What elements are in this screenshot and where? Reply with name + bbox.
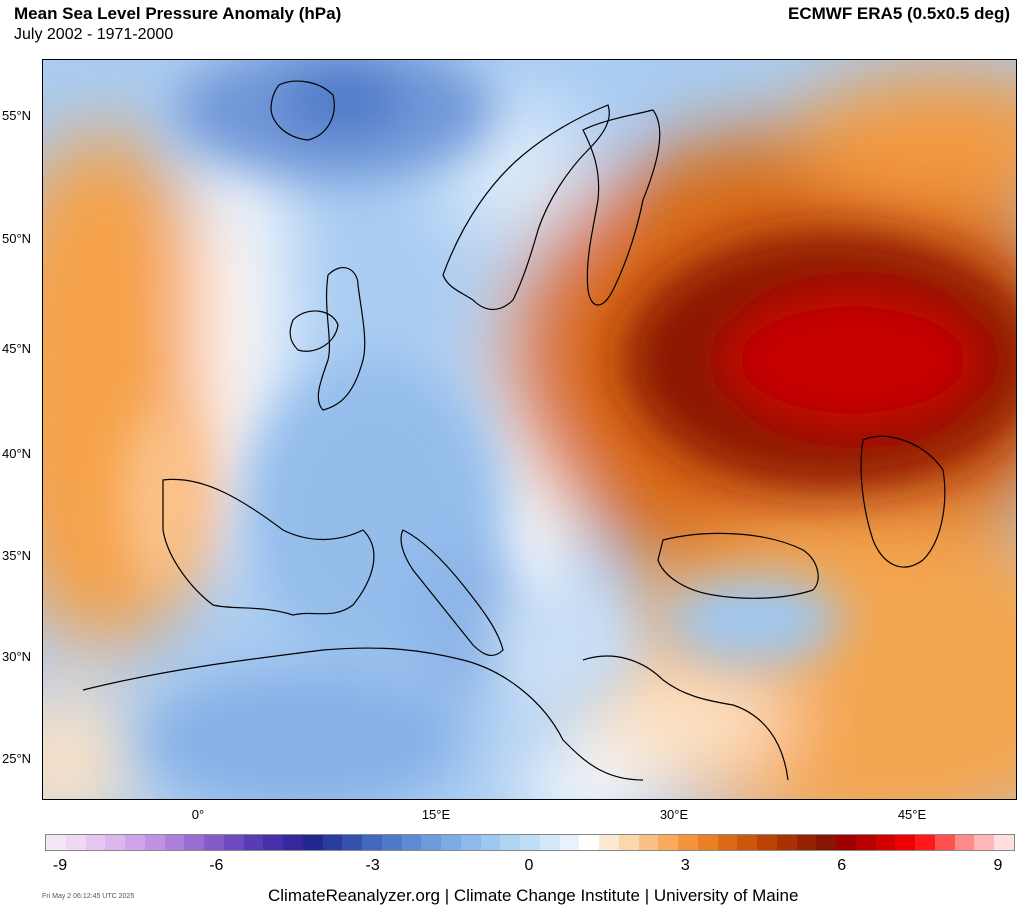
colorbar-swatch bbox=[204, 835, 224, 850]
colorbar-swatch bbox=[638, 835, 659, 850]
colorbar-swatch bbox=[974, 835, 994, 850]
credit-footer: ClimateReanalyzer.org | Climate Change I… bbox=[268, 886, 799, 905]
colorbar-swatch bbox=[579, 835, 599, 850]
colorbar-swatch bbox=[283, 835, 303, 850]
scandinavia-outline bbox=[442, 104, 610, 310]
colorbar-label: 0 bbox=[524, 857, 534, 874]
colorbar-swatch bbox=[421, 835, 441, 850]
lat-label-55: 55°N bbox=[2, 108, 32, 123]
italy-outline bbox=[400, 529, 504, 657]
great-britain-outline bbox=[317, 267, 366, 411]
colorbar-label: 9 bbox=[993, 857, 1003, 874]
coastlines bbox=[82, 80, 946, 781]
lat-label-35: 35°N bbox=[2, 548, 32, 563]
anomaly-field-detail bbox=[123, 60, 1016, 799]
colorbar-swatch bbox=[381, 835, 402, 850]
colorbar-swatch bbox=[618, 835, 639, 850]
colorbar-swatch bbox=[322, 835, 343, 850]
colorbar-swatch bbox=[776, 835, 797, 850]
colorbar-swatch bbox=[65, 835, 86, 850]
colorbar-swatch bbox=[954, 835, 975, 850]
lon-label-0: 0° bbox=[191, 807, 205, 822]
colorbar-swatch bbox=[658, 835, 678, 850]
colorbar-swatch bbox=[480, 835, 501, 850]
black-sea-outline bbox=[657, 532, 819, 599]
colorbar-label: 3 bbox=[680, 857, 690, 874]
lat-label-25: 25°N bbox=[2, 751, 32, 766]
colorbar-swatch bbox=[263, 835, 283, 850]
colorbar-swatch bbox=[302, 835, 323, 850]
iceland-outline bbox=[270, 80, 335, 141]
colorbar-swatch bbox=[855, 835, 876, 850]
lat-label-45: 45°N bbox=[2, 341, 32, 356]
colorbar-swatch bbox=[757, 835, 777, 850]
finland-outline bbox=[582, 109, 661, 306]
colorbar-label: -9 bbox=[52, 857, 68, 874]
colorbar-swatch bbox=[539, 835, 560, 850]
colorbar-swatch bbox=[460, 835, 481, 850]
colorbar-label: -3 bbox=[365, 857, 380, 874]
colorbar-swatch bbox=[164, 835, 185, 850]
eastern-mediterranean-coast bbox=[582, 655, 789, 781]
colorbar-swatch bbox=[184, 835, 204, 850]
colorbar-swatch bbox=[934, 835, 955, 850]
colorbar-swatch bbox=[243, 835, 264, 850]
lon-label-15: 15°E bbox=[421, 807, 451, 822]
colorbar-swatch bbox=[678, 835, 698, 850]
colorbar-swatch bbox=[737, 835, 757, 850]
colorbar-swatch bbox=[520, 835, 540, 850]
colorbar-swatch bbox=[796, 835, 817, 850]
colorbar-label: 6 bbox=[837, 857, 847, 874]
colorbar-swatch bbox=[223, 835, 244, 850]
colorbar-swatch bbox=[816, 835, 836, 850]
iberia-outline bbox=[162, 478, 375, 616]
colorbar-swatch bbox=[105, 835, 125, 850]
colorbar-swatch bbox=[836, 835, 856, 850]
colorbar-swatch bbox=[362, 835, 382, 850]
lon-label-45: 45°E bbox=[897, 807, 927, 822]
colorbar-swatch bbox=[717, 835, 738, 850]
colorbar-swatch bbox=[125, 835, 145, 850]
lat-label-30: 30°N bbox=[2, 649, 32, 664]
colorbar-swatch bbox=[599, 835, 619, 850]
colorbar-swatch bbox=[895, 835, 915, 850]
colorbar-swatch bbox=[144, 835, 165, 850]
colorbar-swatch bbox=[875, 835, 896, 850]
data-source: ECMWF ERA5 (0.5x0.5 deg) bbox=[788, 4, 1010, 23]
colorbar-swatch bbox=[401, 835, 422, 850]
colorbar-swatch bbox=[46, 835, 66, 850]
colorbar-swatch bbox=[85, 835, 106, 850]
colorbar-swatch bbox=[500, 835, 520, 850]
lat-label-50: 50°N bbox=[2, 231, 32, 246]
lon-label-30: 30°E bbox=[659, 807, 689, 822]
colorbar-label: -6 bbox=[209, 857, 224, 874]
colorbar-swatch bbox=[441, 835, 461, 850]
map-title: Mean Sea Level Pressure Anomaly (hPa) bbox=[14, 4, 342, 23]
colorbar-swatch bbox=[994, 835, 1014, 850]
colorbar-swatch bbox=[697, 835, 718, 850]
map-subtitle: July 2002 - 1971-2000 bbox=[14, 26, 174, 43]
colorbar-swatch bbox=[915, 835, 935, 850]
north-africa-coast bbox=[82, 647, 644, 781]
ireland-outline bbox=[289, 310, 339, 352]
colorbar-swatch bbox=[559, 835, 580, 850]
anomaly-map bbox=[42, 59, 1017, 800]
lat-label-40: 40°N bbox=[2, 446, 32, 461]
timestamp: Fri May 2 06:12:45 UTC 2025 bbox=[42, 893, 135, 900]
colorbar bbox=[45, 834, 1015, 851]
caspian-sea-outline bbox=[860, 435, 946, 568]
colorbar-swatch bbox=[342, 835, 362, 850]
